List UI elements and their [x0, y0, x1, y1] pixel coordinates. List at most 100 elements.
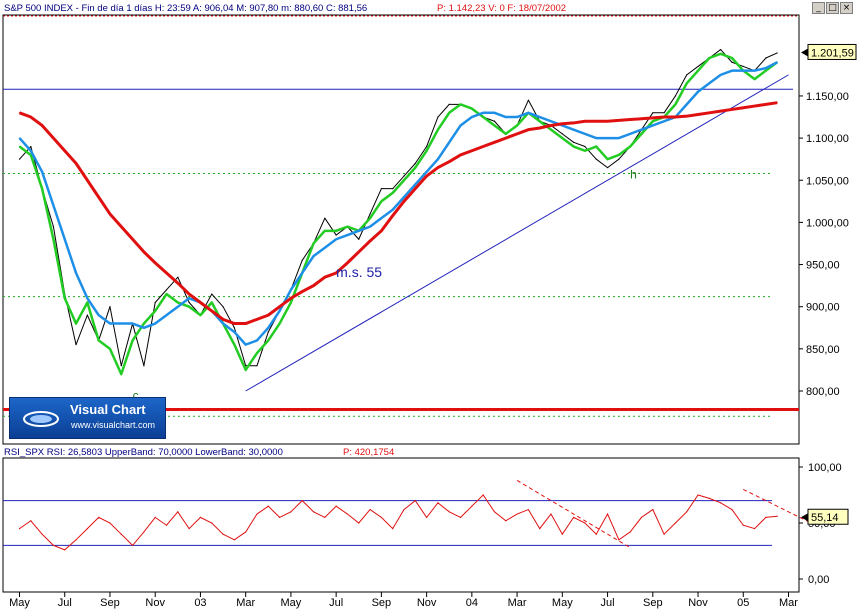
price-point	[414, 162, 416, 164]
ma-mid-point	[606, 137, 609, 139]
ma-fast-point	[482, 116, 484, 118]
ma-long-point	[448, 161, 450, 163]
rsi-point	[516, 513, 518, 515]
rsi-point	[120, 533, 122, 535]
ma-fast-point	[233, 344, 235, 346]
rsi-header-stats: P: 420,1754	[343, 447, 394, 458]
rsi-point	[550, 513, 552, 515]
ma-mid-point	[663, 120, 665, 122]
price-point	[75, 344, 77, 346]
rsi-point	[312, 511, 315, 513]
rsi-point	[369, 508, 371, 511]
ma-fast-point	[335, 230, 337, 232]
ma-long-point	[527, 129, 529, 131]
price-point	[720, 48, 722, 51]
ma-mid-point	[188, 297, 190, 299]
ma-mid-point	[731, 70, 733, 72]
price-point	[663, 112, 665, 114]
rsi-point	[245, 531, 247, 533]
ma-long-point	[380, 230, 382, 232]
price-point	[245, 365, 247, 367]
ma-long-point	[765, 103, 767, 105]
ma-mid-point	[312, 255, 315, 257]
rsi-point	[584, 522, 586, 524]
rsi-point	[561, 533, 563, 535]
ma-long-point	[120, 226, 122, 228]
ma-long-point	[584, 120, 586, 122]
ma-fast-point	[279, 322, 281, 325]
rsi-point	[188, 528, 190, 530]
ma-long-point	[199, 301, 202, 304]
rsi-point	[358, 522, 360, 524]
price-y-tick-label: 1.150,00	[806, 91, 849, 103]
maximize-button[interactable]: □	[826, 2, 839, 14]
rsi-point	[335, 505, 337, 507]
ma-mid-point	[279, 310, 281, 312]
ma-fast-point	[211, 301, 213, 304]
rsi-y-tick-label: 100,00	[808, 462, 842, 474]
price-point	[188, 301, 190, 304]
ma-mid-point	[742, 70, 744, 72]
ma-fast-point	[199, 314, 202, 316]
ma-fast-point	[18, 145, 21, 148]
ma-fast-point	[346, 226, 349, 228]
x-axis: May Jul Sep Nov 03 Mar May Jul Sep Nov 04 Mar May Jul…	[9, 592, 798, 609]
rsi-point	[143, 531, 145, 533]
ma-long-point	[652, 117, 654, 119]
ma-long-point	[358, 251, 360, 253]
rsi-point	[403, 508, 405, 511]
price-point	[606, 167, 609, 169]
rsi-point	[459, 516, 462, 519]
rsi-point	[708, 497, 710, 499]
x-tick-label: Mar	[236, 597, 255, 609]
price-point	[120, 365, 122, 367]
rsi-point	[640, 516, 643, 519]
ma-mid-point	[595, 137, 597, 139]
rsi-point	[165, 524, 168, 526]
ma-fast-point	[41, 188, 43, 190]
ma-long-point	[731, 108, 733, 111]
rsi-point	[301, 500, 303, 502]
ma-fast-point	[324, 230, 326, 232]
ma-fast-point	[52, 238, 55, 240]
x-tick-label: 03	[194, 597, 206, 609]
ma-long-point	[663, 116, 665, 118]
price-point	[86, 314, 88, 316]
ma-fast-point	[267, 339, 269, 342]
rsi-point	[606, 513, 609, 515]
x-tick-label: Sep	[100, 597, 120, 609]
ma-fast-point	[708, 57, 710, 59]
ma-long-point	[550, 124, 552, 127]
ma-long-point	[64, 150, 66, 152]
price-point	[403, 175, 405, 177]
minimize-button[interactable]: _	[812, 2, 825, 14]
price-point	[335, 234, 337, 236]
ma-mid-point	[41, 171, 43, 173]
ma-long-point	[708, 112, 710, 114]
price-point	[165, 289, 168, 291]
price-point	[109, 306, 111, 308]
ma-mid-point	[358, 230, 360, 232]
ma-long-point	[75, 162, 77, 164]
rsi-point	[697, 494, 699, 496]
ma-mid-point	[109, 322, 111, 325]
ma-fast-point	[720, 53, 722, 55]
price-point	[697, 65, 699, 68]
rsi-point	[437, 502, 439, 504]
ma-long-point	[674, 116, 677, 118]
ma-long-point	[335, 272, 337, 274]
ma-fast-point	[256, 352, 258, 354]
ma-fast-point	[369, 217, 371, 219]
rsi-point	[426, 516, 428, 519]
ma-long-point	[493, 141, 496, 143]
price-point	[18, 158, 21, 160]
ma-fast-point	[290, 301, 292, 304]
ma-mid-point	[550, 120, 552, 122]
ma-long-point	[697, 113, 699, 116]
ma-mid-point	[165, 314, 168, 316]
close-button[interactable]: ×	[840, 2, 853, 14]
price-point	[652, 112, 654, 114]
rsi-last-value-label: 55,14	[811, 512, 839, 524]
rsi-point	[731, 508, 733, 511]
ma-long-point	[573, 122, 575, 124]
